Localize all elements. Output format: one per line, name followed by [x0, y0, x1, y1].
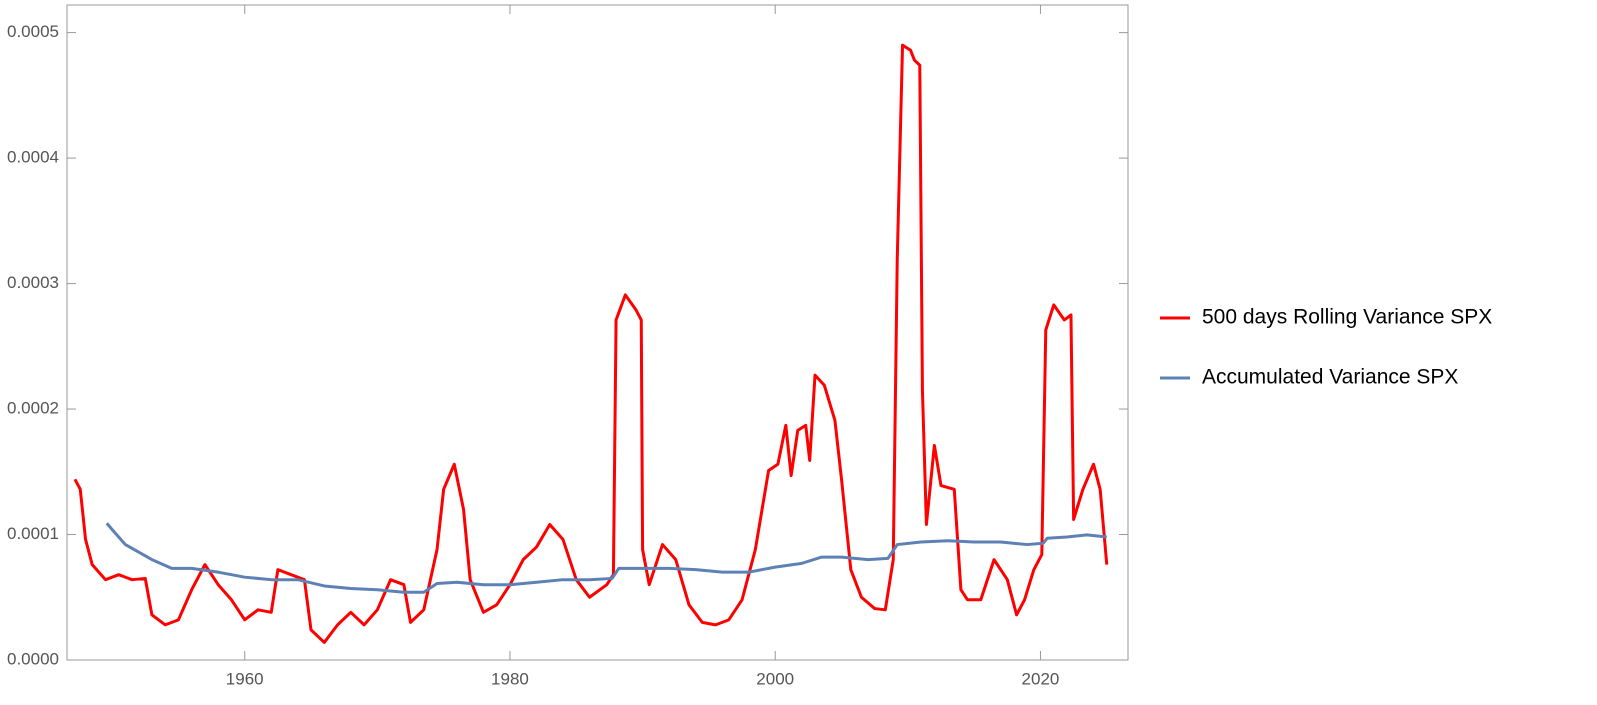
y-tick-label: 0.0000 — [7, 649, 59, 668]
x-tick-label: 2020 — [1022, 669, 1060, 688]
y-tick-label: 0.0005 — [7, 22, 59, 41]
y-tick-label: 0.0004 — [7, 148, 59, 167]
plot-frame — [66, 4, 1129, 661]
x-tick-label: 1960 — [226, 669, 264, 688]
x-tick-label: 1980 — [491, 669, 529, 688]
y-tick-label: 0.0001 — [7, 524, 59, 543]
series-line — [73, 43, 1109, 644]
y-tick-label: 0.0003 — [7, 273, 59, 292]
legend-label: Accumulated Variance SPX — [1202, 366, 1458, 389]
series-line — [105, 522, 1107, 594]
x-tick-label: 2000 — [756, 669, 794, 688]
y-tick-label: 0.0002 — [7, 399, 59, 418]
legend-label: 500 days Rolling Variance SPX — [1202, 306, 1492, 329]
